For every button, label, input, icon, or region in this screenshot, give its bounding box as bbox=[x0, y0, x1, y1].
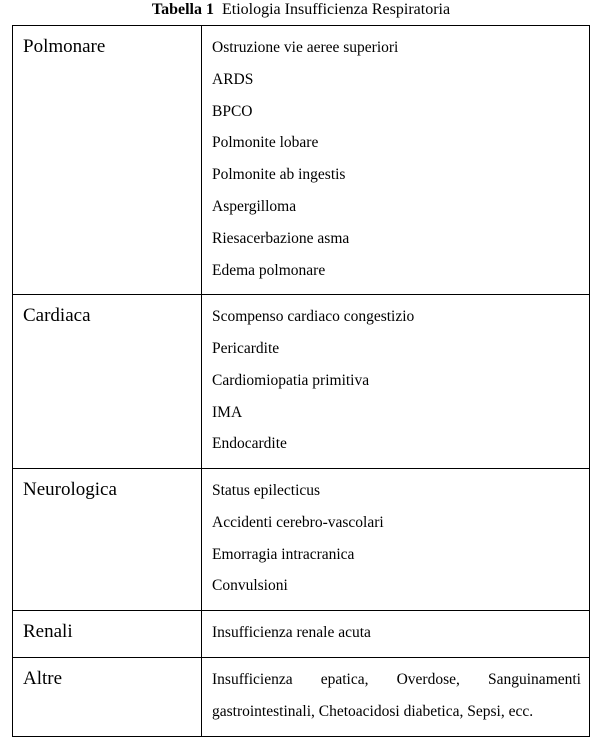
item-text: Riesacerbazione asma bbox=[212, 223, 581, 255]
item-text: Pericardite bbox=[212, 333, 581, 365]
item-text: ARDS bbox=[212, 64, 581, 96]
table-row: PolmonareOstruzione vie aeree superioriA… bbox=[13, 26, 590, 295]
items-cell: Insufficienza renale acuta bbox=[202, 611, 590, 658]
category-cell: Neurologica bbox=[13, 469, 202, 611]
item-text: Ostruzione vie aeree superiori bbox=[212, 32, 581, 64]
category-cell: Renali bbox=[13, 611, 202, 658]
table-row: AltreInsufficienza epatica, Overdose, Sa… bbox=[13, 657, 590, 736]
table-row: CardiacaScompenso cardiaco congestizioPe… bbox=[13, 295, 590, 469]
table-row: Renali Insufficienza renale acuta bbox=[13, 611, 590, 658]
etiology-table: PolmonareOstruzione vie aeree superioriA… bbox=[12, 25, 590, 736]
item-text: Endocardite bbox=[212, 428, 581, 460]
item-text: Status epilecticus bbox=[212, 475, 581, 507]
item-text: Edema polmonare bbox=[212, 255, 581, 287]
item-text: Polmonite ab ingestis bbox=[212, 159, 581, 191]
item-text: Aspergilloma bbox=[212, 191, 581, 223]
category-cell: Polmonare bbox=[13, 26, 202, 295]
items-cell: Status epilecticusAccidenti cerebro-vasc… bbox=[202, 469, 590, 611]
items-cell: Scompenso cardiaco congestizioPericardit… bbox=[202, 295, 590, 469]
table-row: NeurologicaStatus epilecticusAccidenti c… bbox=[13, 469, 590, 611]
caption-label: Tabella 1 bbox=[152, 1, 214, 18]
item-text: Cardiomiopatia primitiva bbox=[212, 365, 581, 397]
item-text: Emorragia intracranica bbox=[212, 539, 581, 571]
caption-title: Etiologia Insufficienza Respiratoria bbox=[222, 1, 450, 18]
item-text: Insufficienza epatica, Overdose, Sanguin… bbox=[212, 664, 581, 728]
table-caption: Tabella 1 Etiologia Insufficienza Respir… bbox=[12, 0, 590, 19]
item-text: IMA bbox=[212, 397, 581, 429]
page: Tabella 1 Etiologia Insufficienza Respir… bbox=[0, 0, 602, 684]
item-text: BPCO bbox=[212, 96, 581, 128]
item-text: Insufficienza renale acuta bbox=[212, 617, 581, 649]
item-text: Scompenso cardiaco congestizio bbox=[212, 301, 581, 333]
category-cell: Altre bbox=[13, 657, 202, 736]
category-cell: Cardiaca bbox=[13, 295, 202, 469]
item-text: Polmonite lobare bbox=[212, 127, 581, 159]
item-text: Accidenti cerebro-vascolari bbox=[212, 507, 581, 539]
etiology-tbody: PolmonareOstruzione vie aeree superioriA… bbox=[13, 26, 590, 736]
items-cell: Ostruzione vie aeree superioriARDSBPCOPo… bbox=[202, 26, 590, 295]
items-cell: Insufficienza epatica, Overdose, Sanguin… bbox=[202, 657, 590, 736]
caption-sep bbox=[214, 1, 222, 18]
item-text: Convulsioni bbox=[212, 570, 581, 602]
